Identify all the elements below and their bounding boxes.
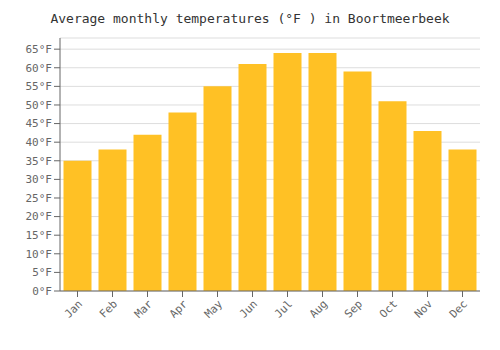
svg-text:Nov: Nov <box>412 297 436 321</box>
svg-text:Mar: Mar <box>132 297 156 321</box>
svg-text:35°F: 35°F <box>26 155 53 168</box>
svg-text:40°F: 40°F <box>26 136 53 149</box>
svg-text:65°F: 65°F <box>26 43 53 56</box>
svg-text:Sep: Sep <box>342 297 365 320</box>
svg-text:5°F: 5°F <box>32 266 52 279</box>
svg-text:15°F: 15°F <box>26 229 53 242</box>
svg-text:Feb: Feb <box>97 297 120 320</box>
svg-text:May: May <box>202 297 226 321</box>
svg-text:25°F: 25°F <box>26 192 53 205</box>
svg-text:45°F: 45°F <box>26 117 53 130</box>
svg-text:Jan: Jan <box>62 297 85 320</box>
svg-text:Jul: Jul <box>272 297 295 320</box>
html-text:Average monthly temperatures (: Average monthly temperatures (°F ) in Bo… <box>50 11 450 26</box>
svg-text:Oct: Oct <box>377 297 400 320</box>
svg-text:Jun: Jun <box>237 297 260 320</box>
svg-text:55°F: 55°F <box>26 80 53 93</box>
svg-text:30°F: 30°F <box>26 173 53 186</box>
svg-text:Aug: Aug <box>307 297 330 320</box>
svg-text:20°F: 20°F <box>26 210 53 223</box>
svg-text:60°F: 60°F <box>26 62 53 75</box>
svg-text:Apr: Apr <box>167 297 191 321</box>
svg-text:0°F: 0°F <box>32 285 52 298</box>
svg-text:Dec: Dec <box>447 297 470 320</box>
svg-text:50°F: 50°F <box>26 99 53 112</box>
svg-text:10°F: 10°F <box>26 248 53 261</box>
